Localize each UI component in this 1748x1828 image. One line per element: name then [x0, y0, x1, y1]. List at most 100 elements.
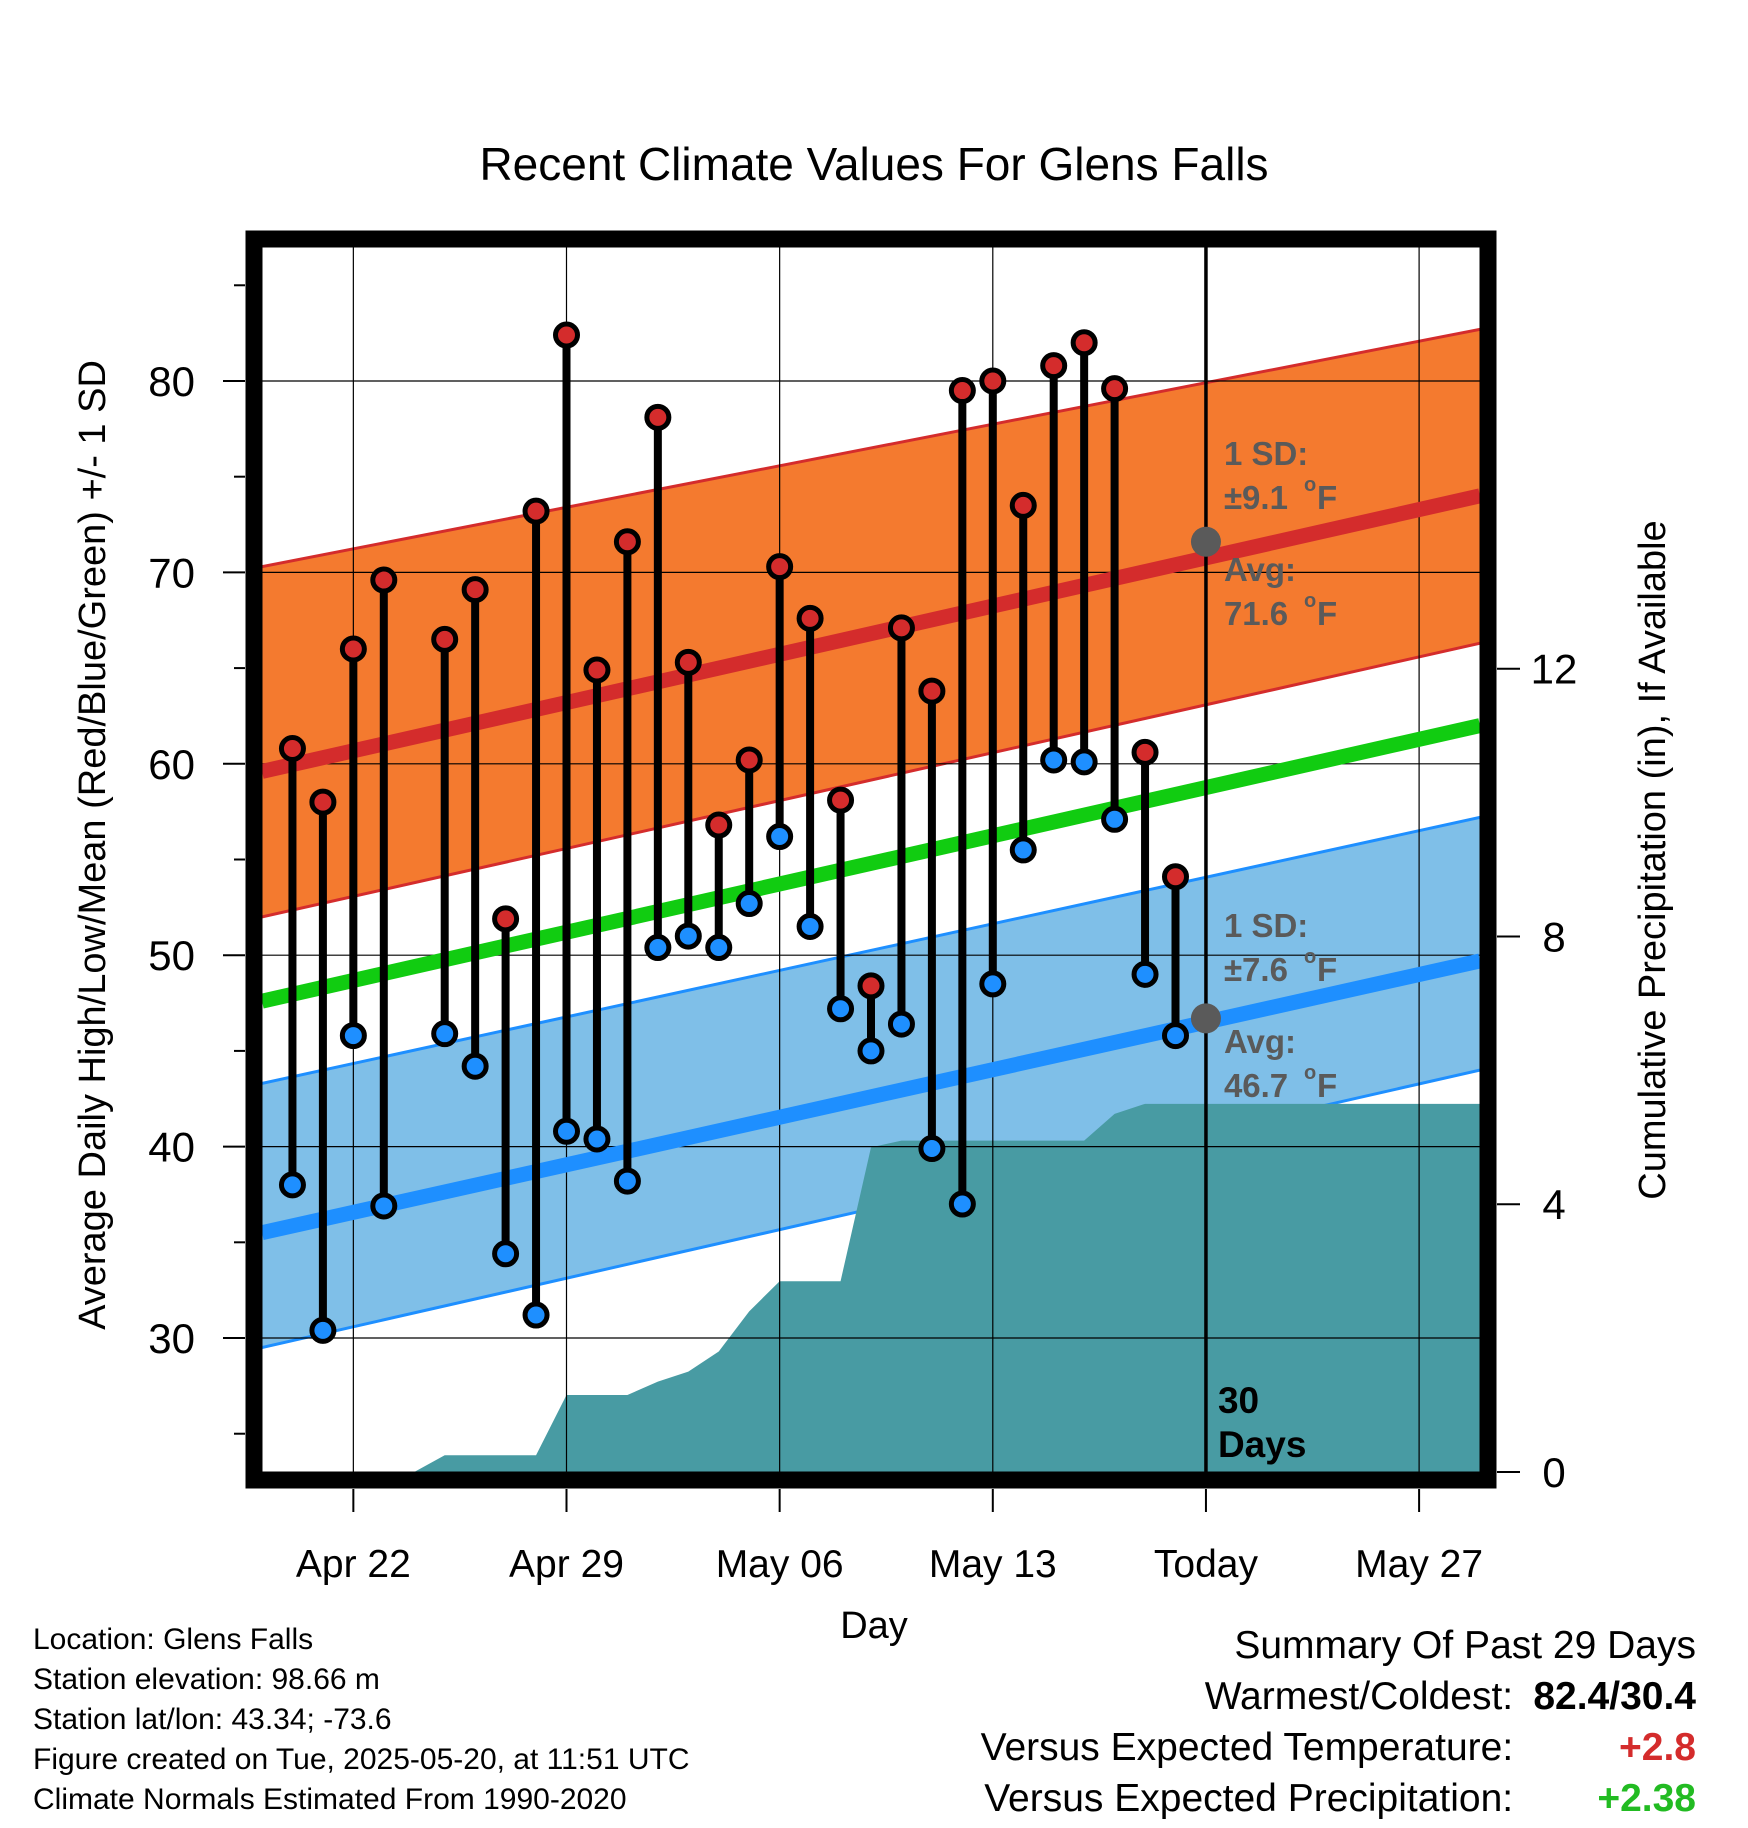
daily-high-point: [674, 648, 702, 676]
daily-high-point: [857, 972, 885, 1000]
daily-low-point: [766, 823, 794, 851]
daily-low-point: [553, 1117, 580, 1145]
daily-high-point: [979, 367, 1007, 395]
y2-tick-label: 0: [1542, 1449, 1565, 1496]
high-sd-annotation-label: 1 SD:: [1224, 435, 1308, 472]
high-sd-annotation-value: ±9.1: [1224, 479, 1288, 516]
daily-low-point: [735, 890, 763, 918]
x-tick-label: May 06: [716, 1543, 844, 1586]
location-text: Location: Glens Falls: [33, 1623, 314, 1656]
summary-warmest-row: Warmest/Coldest: 82.4/30.4: [981, 1671, 1696, 1722]
daily-high-point: [948, 377, 976, 405]
daily-high-point: [553, 321, 580, 349]
days-label-number: 30: [1218, 1380, 1259, 1421]
x-tick-label: Today: [1154, 1543, 1259, 1586]
high-avg-annotation-degree-sup: o: [1304, 590, 1316, 612]
precip-departure-value: +2.38: [1597, 1777, 1696, 1820]
temp-departure-label: Versus Expected Temperature:: [980, 1726, 1514, 1769]
daily-low-point: [1040, 746, 1068, 774]
daily-low-point: [1101, 805, 1129, 833]
daily-low-point: [857, 1037, 885, 1065]
daily-high-point: [431, 625, 459, 653]
daily-low-point: [827, 995, 855, 1023]
low-avg-annotation-unit: F: [1317, 1067, 1337, 1104]
y-tick-label: 80: [148, 358, 195, 405]
daily-high-point: [309, 788, 337, 816]
precip-departure-label: Versus Expected Precipitation:: [984, 1777, 1514, 1820]
daily-high-point: [705, 811, 733, 839]
daily-low-point: [370, 1192, 398, 1220]
daily-low-point: [979, 970, 1007, 998]
daily-high-point: [278, 734, 306, 762]
daily-low-point: [309, 1316, 337, 1344]
summary-temp-row: Versus Expected Temperature: +2.8: [981, 1722, 1696, 1773]
high-avg-annotation-value: 71.6: [1224, 595, 1288, 632]
low-avg-annotation-value: 46.7: [1224, 1067, 1288, 1104]
low-average-line: [262, 953, 1480, 1241]
daily-low-point: [522, 1301, 550, 1329]
high-avg-annotation-unit: F: [1317, 595, 1337, 632]
y2-axis-label: Cumulative Precipitation (in), If Availa…: [1632, 520, 1674, 1199]
y-tick-label: 30: [148, 1315, 195, 1362]
daily-high-point: [827, 786, 855, 814]
daily-high-point: [613, 528, 641, 556]
cumulative-precip-area: [262, 1103, 1480, 1472]
high-sd-annotation-degree-sup: o: [1304, 474, 1316, 496]
mean-average-line: [262, 718, 1480, 1009]
chart-title: Recent Climate Values For Glens Falls: [479, 138, 1268, 190]
daily-low-point: [644, 934, 672, 962]
today-high-avg-marker: [1190, 526, 1221, 557]
plot-frame: [245, 230, 1497, 1489]
daily-high-point: [1070, 329, 1098, 357]
high-band-lower-edge: [262, 641, 1480, 919]
daily-low-point: [278, 1171, 306, 1199]
daily-high-point: [644, 403, 672, 431]
x-tick-label: May 27: [1355, 1543, 1483, 1586]
high-sd-annotation-unit: F: [1317, 479, 1337, 516]
daily-high-point: [1009, 491, 1037, 519]
normals-text: Climate Normals Estimated From 1990-2020: [33, 1783, 627, 1816]
daily-high-point: [522, 497, 550, 525]
latlon-text: Station lat/lon: 43.34; -73.6: [33, 1703, 392, 1736]
x-tick-label: Apr 29: [509, 1543, 624, 1586]
daily-low-point: [492, 1240, 520, 1268]
station-info: Location: Glens Falls Station elevation:…: [33, 1620, 690, 1820]
summary-panel: Summary Of Past 29 Days Warmest/Coldest:…: [981, 1620, 1696, 1824]
low-sd-annotation-label: 1 SD:: [1224, 907, 1308, 944]
daily-low-point: [918, 1135, 946, 1163]
elevation-text: Station elevation: 98.66 m: [33, 1663, 380, 1696]
daily-high-point: [370, 566, 398, 594]
daily-low-point: [1131, 960, 1159, 988]
daily-high-point: [461, 576, 489, 604]
summary-precip-row: Versus Expected Precipitation: +2.38: [981, 1773, 1696, 1824]
high-average-line: [262, 488, 1480, 779]
daily-low-point: [674, 922, 702, 950]
temp-departure-value: +2.8: [1619, 1726, 1696, 1769]
y2-tick-label: 12: [1531, 646, 1578, 693]
warmest-label: Warmest/Coldest:: [1204, 1675, 1514, 1718]
y2-tick-label: 8: [1542, 913, 1565, 960]
daily-low-point: [461, 1052, 489, 1080]
daily-low-point: [796, 912, 824, 940]
daily-high-point: [766, 553, 794, 581]
daily-low-point: [705, 934, 733, 962]
created-text: Figure created on Tue, 2025-05-20, at 11…: [33, 1743, 690, 1776]
daily-high-point: [1162, 863, 1189, 891]
y-axis-label: Average Daily High/Low/Mean (Red/Blue/Gr…: [72, 360, 114, 1330]
x-tick-label: Apr 22: [296, 1543, 411, 1586]
days-label-text: Days: [1218, 1424, 1306, 1465]
daily-low-point: [583, 1125, 611, 1153]
daily-high-point: [492, 905, 520, 933]
low-avg-annotation-degree-sup: o: [1304, 1062, 1316, 1084]
x-tick-label: May 13: [929, 1543, 1057, 1586]
daily-high-point: [735, 746, 763, 774]
daily-high-point: [1040, 352, 1068, 380]
summary-title: Summary Of Past 29 Days: [1234, 1624, 1696, 1667]
daily-low-point: [613, 1167, 641, 1195]
daily-low-point: [1070, 748, 1098, 776]
y-tick-label: 40: [148, 1124, 195, 1171]
daily-low-point: [339, 1022, 367, 1050]
daily-high-point: [796, 604, 824, 632]
